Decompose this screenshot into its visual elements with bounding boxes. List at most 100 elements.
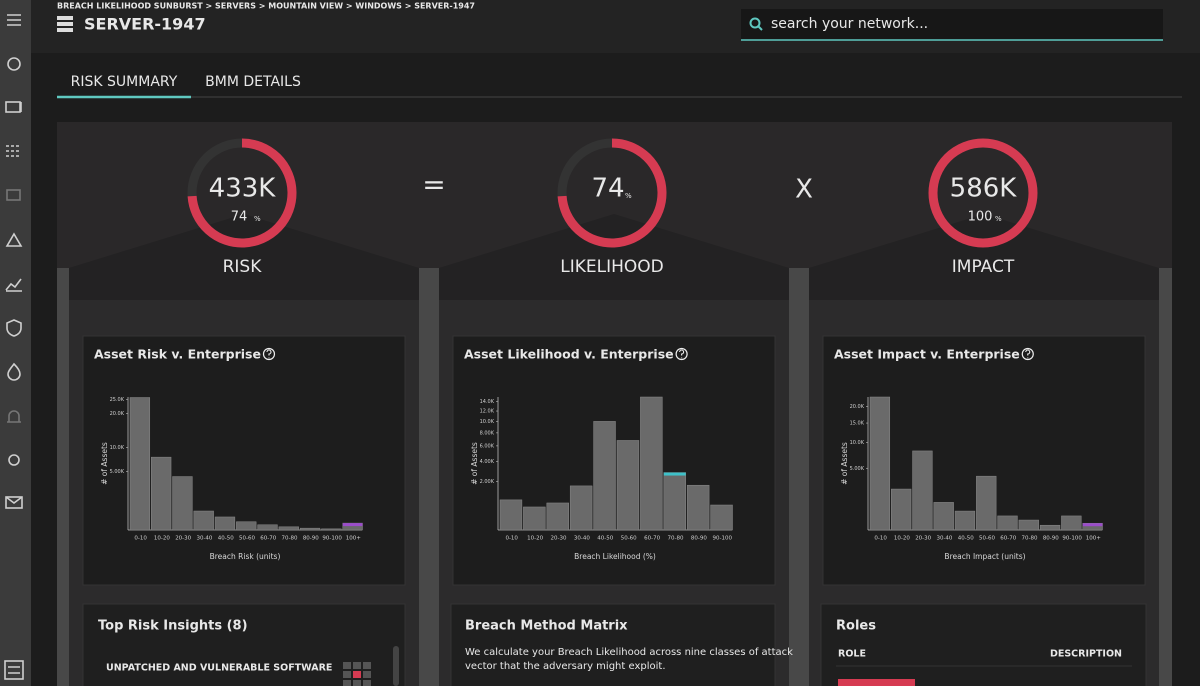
chart-title: Asset Risk v. Enterprise [94, 347, 261, 362]
bar [214, 516, 236, 531]
bar [1039, 524, 1061, 531]
bar [321, 528, 342, 531]
y-axis-title: # of Assets [840, 442, 849, 485]
bar [151, 456, 172, 531]
y-tick-label: 10.0K [480, 419, 495, 425]
column-gutter [1159, 268, 1172, 686]
bar [546, 502, 569, 531]
search-box[interactable] [741, 9, 1163, 40]
sidebar-icons[interactable] [4, 14, 24, 680]
x-tick-label: 40-50 [958, 536, 974, 542]
y-tick-label: 2.00K [480, 479, 495, 485]
x-tick-label: 50-60 [239, 536, 255, 542]
x-tick-label: 0-10 [874, 536, 887, 542]
x-tick-label: 0-10 [505, 536, 518, 542]
card-title: Top Risk Insights (8) [98, 619, 248, 634]
bar [172, 476, 193, 531]
bar [593, 421, 616, 531]
gauge-label: LIKELIHOOD [560, 257, 664, 277]
x-tick-label: 70-80 [1022, 536, 1038, 542]
help-icon[interactable] [262, 347, 276, 361]
x-axis-title: Breach Risk (units) [210, 552, 281, 561]
x-tick-label: 80-90 [303, 536, 319, 542]
y-tick-label: 5.00K [110, 469, 125, 475]
x-tick-label: 10-20 [527, 536, 543, 542]
help-icon-glyph [1025, 349, 1031, 359]
tab[interactable]: RISK SUMMARY [71, 74, 178, 90]
page-title: SERVER-1947 [84, 15, 206, 34]
y-tick-label: 12.0K [480, 409, 495, 415]
gauge-unit: % [625, 192, 632, 200]
gauge-unit: % [995, 215, 1002, 223]
bar [236, 521, 257, 531]
help-icon-glyph [679, 349, 685, 359]
gauge-label: IMPACT [952, 257, 1015, 277]
bar [912, 450, 933, 531]
bar [569, 485, 593, 531]
x-tick-label: 40-50 [597, 536, 613, 542]
y-tick-label: 6.00K [480, 443, 495, 449]
matrix-icon [343, 662, 371, 686]
x-tick-label: 20-30 [551, 536, 567, 542]
x-tick-label: 70-80 [668, 536, 684, 542]
chart-title: Asset Impact v. Enterprise [834, 347, 1020, 362]
bar [1018, 519, 1039, 531]
insight-item[interactable]: UNPATCHED AND VULNERABLE SOFTWARE [106, 663, 332, 674]
bar [954, 510, 976, 531]
y-tick-label: 20.0K [850, 404, 865, 410]
y-tick-label: 4.00K [480, 459, 495, 465]
y-axis-title: # of Assets [470, 442, 479, 485]
x-tick-label: 90-100 [322, 536, 342, 542]
tab[interactable]: BMM DETAILS [205, 74, 301, 90]
y-tick-label: 20.0K [110, 411, 125, 417]
role-badge [838, 679, 915, 686]
bar [278, 526, 299, 531]
operator: X [795, 175, 813, 205]
gauge-value: 74 [591, 174, 624, 204]
breadcrumb[interactable]: BREACH LIKELIHOOD SUNBURST > SERVERS > M… [57, 2, 475, 11]
gauge-value: 586K [950, 174, 1018, 204]
card-text: vector that the adversary might exploit. [465, 661, 666, 672]
x-tick-label: 20-30 [915, 536, 931, 542]
column-header: ROLE [838, 649, 866, 660]
y-tick-label: 25.0K [110, 397, 125, 403]
card [820, 603, 1147, 686]
x-tick-label: 70-80 [282, 536, 298, 542]
column-gutter [57, 268, 69, 686]
card [450, 603, 776, 686]
x-tick-label: 0-10 [134, 536, 147, 542]
column-header [809, 214, 1159, 300]
card-text: We calculate your Breach Likelihood acro… [465, 647, 793, 658]
y-tick-label: 5.00K [850, 466, 865, 472]
gauge-unit: % [254, 215, 261, 223]
gauge-label: RISK [223, 257, 263, 277]
search-icon [749, 17, 763, 31]
chart-title: Asset Likelihood v. Enterprise [464, 347, 674, 362]
help-icon[interactable] [1021, 347, 1034, 361]
scrollbar[interactable] [393, 646, 399, 686]
bar [663, 472, 686, 531]
help-icon[interactable] [675, 347, 688, 361]
bar [686, 484, 710, 531]
x-tick-label: 50-60 [621, 536, 637, 542]
x-tick-label: 30-40 [936, 536, 952, 542]
server-icon [57, 16, 73, 32]
card [82, 603, 406, 686]
gauge-value: 433K [209, 174, 277, 204]
search-placeholder[interactable]: search your network... [771, 16, 928, 32]
help-icon-glyph [266, 349, 272, 359]
y-tick-label: 14.0K [480, 399, 495, 405]
bar [869, 396, 891, 531]
bar [891, 488, 912, 531]
operator: = [422, 168, 445, 201]
y-tick-label: 10.0K [110, 445, 125, 451]
bar [976, 475, 997, 531]
x-tick-label: 100+ [346, 536, 361, 542]
bar-highlight [342, 523, 363, 527]
bar [257, 524, 278, 531]
x-tick-label: 60-70 [260, 536, 276, 542]
x-axis-title: Breach Impact (units) [944, 552, 1025, 561]
bar [129, 397, 151, 531]
x-tick-label: 30-40 [196, 536, 212, 542]
